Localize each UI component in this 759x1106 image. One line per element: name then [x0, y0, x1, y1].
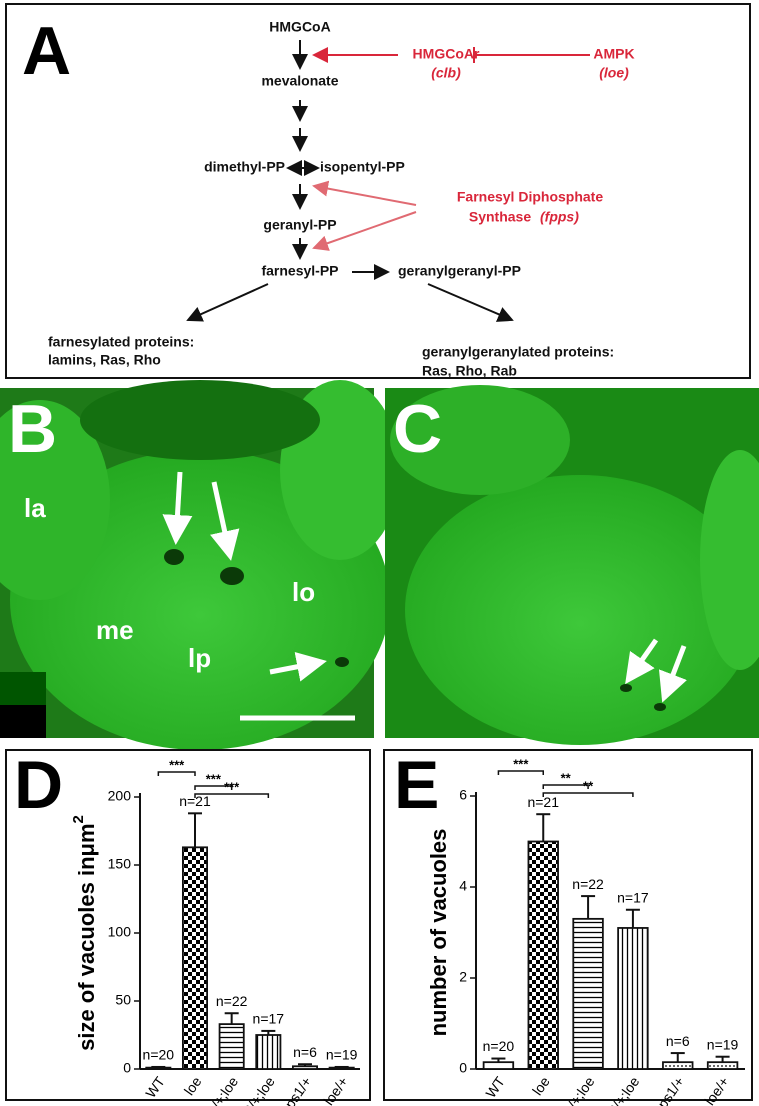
y-axis-label-sup: 2 [70, 815, 87, 823]
product: farnesylated proteins: [48, 334, 194, 350]
y-tick-label: 2 [459, 969, 467, 985]
value-label: n=20 [483, 1038, 515, 1054]
gene: (clb) [431, 65, 461, 81]
significance-label: ** [561, 770, 572, 785]
panel-label: B [8, 391, 57, 467]
bar [218, 1023, 245, 1070]
y-axis-label: number of vacuoles [426, 829, 451, 1037]
panel-label: A [22, 13, 71, 89]
significance-label: *** [513, 756, 529, 771]
bar [662, 1061, 694, 1070]
significance-bracket [497, 770, 544, 775]
enzyme: AMPK [593, 46, 634, 62]
value-label: n=21 [179, 793, 211, 809]
significance-bracket [157, 771, 196, 776]
significance-label: *** [206, 771, 222, 786]
node: dimethyl-PP [204, 159, 285, 175]
significance-bracket [542, 784, 589, 789]
enzyme: Farnesyl Diphosphate [457, 189, 603, 205]
y-axis-label-text: number of vacuoles [426, 829, 451, 1037]
node: HMGCoA [269, 19, 330, 35]
bar [617, 927, 649, 1070]
significance-bracket [542, 792, 634, 797]
enzyme: HMGCoAr [413, 46, 480, 62]
product: lamins, Ras, Rho [48, 352, 161, 368]
y-tick-label: 4 [459, 878, 467, 894]
value-label: n=20 [143, 1047, 175, 1063]
bar [527, 840, 559, 1070]
enzyme: Synthase [469, 209, 531, 225]
enzyme-arrows [312, 47, 590, 251]
micrograph [385, 385, 759, 745]
bar [181, 846, 208, 1070]
value-label: n=19 [326, 1047, 358, 1063]
value-label: n=19 [707, 1036, 739, 1052]
bar [706, 1061, 739, 1070]
y-tick-label: 6 [459, 787, 467, 803]
y-tick-label: 0 [123, 1060, 131, 1076]
value-label: n=21 [527, 794, 559, 810]
panel-frame [5, 3, 751, 379]
y-tick-label: 50 [115, 992, 131, 1008]
y-tick-label: 150 [108, 856, 132, 872]
value-label: n=17 [253, 1011, 285, 1027]
significance-label: ** [583, 778, 594, 793]
significance-bracket [194, 793, 270, 798]
significance-label: *** [224, 779, 240, 794]
region-label: lp [188, 643, 211, 673]
bar [482, 1061, 515, 1070]
bar [255, 1034, 282, 1070]
panel-label: D [14, 747, 63, 823]
node: geranylgeranyl-PP [398, 263, 521, 279]
value-label: n=6 [293, 1044, 317, 1060]
micrograph [0, 380, 400, 750]
gene: (fpps) [540, 209, 579, 225]
bar [572, 917, 604, 1070]
value-label: n=22 [216, 993, 248, 1009]
pathway-arrows [186, 40, 514, 322]
bar [145, 1066, 172, 1070]
bar [291, 1065, 318, 1070]
bar [328, 1066, 355, 1070]
y-tick-label: 100 [108, 924, 132, 940]
panel-frame [383, 749, 753, 1101]
node: mevalonate [261, 73, 338, 89]
product: Ras, Rho, Rab [422, 363, 517, 379]
significance-bracket [194, 785, 233, 790]
region-label: lo [292, 577, 315, 607]
region-label: me [96, 615, 134, 645]
significance-label: *** [169, 757, 185, 772]
node: isopentyl-PP [320, 159, 405, 175]
value-label: n=17 [617, 889, 649, 905]
gene: (loe) [599, 65, 629, 81]
y-tick-label: 0 [459, 1060, 467, 1076]
y-axis-label-text: size of vacuoles inμm [74, 823, 99, 1050]
y-tick-label: 200 [108, 788, 132, 804]
region-label: la [24, 493, 46, 523]
node: farnesyl-PP [261, 263, 338, 279]
value-label: n=6 [666, 1033, 690, 1049]
value-label: n=22 [572, 876, 604, 892]
product: geranylgeranylated proteins: [422, 344, 614, 360]
panel-label: C [393, 391, 442, 467]
panel-label: E [394, 747, 439, 823]
y-axis-label: size of vacuoles inμm2 [70, 815, 99, 1051]
node: geranyl-PP [263, 217, 336, 233]
